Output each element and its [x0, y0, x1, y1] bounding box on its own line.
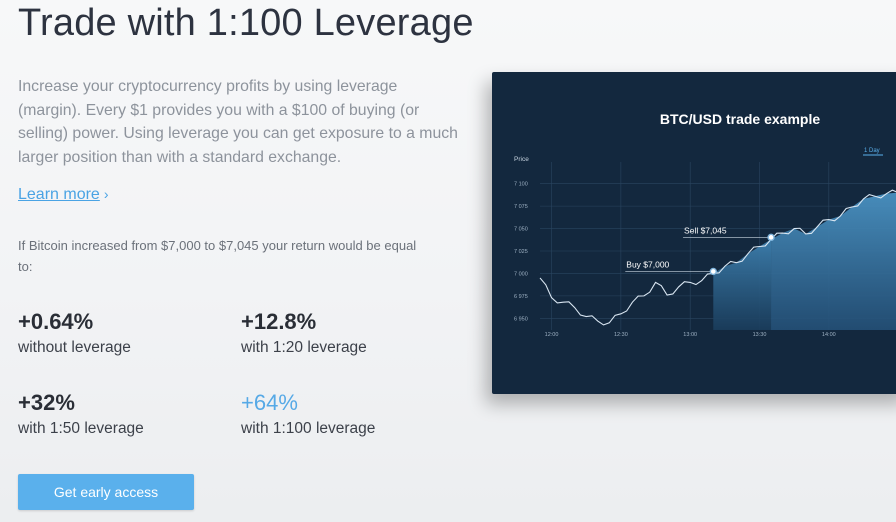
stat-value: +0.64%: [18, 309, 94, 334]
stat-without-leverage: +0.64% without leverage: [18, 309, 131, 359]
stat-label: with 1:100 leverage: [241, 420, 376, 437]
stat-value: +12.8%: [241, 309, 317, 334]
chevron-right-icon: ›: [103, 186, 109, 202]
post-trade-area-fill: [771, 192, 896, 330]
buy-annotation: Buy $7,000: [626, 259, 669, 269]
stat-label: without leverage: [18, 339, 131, 356]
y-tick-label: 7 075: [514, 204, 528, 210]
x-tick-label: 14:00: [822, 332, 836, 338]
sell-point: [767, 233, 775, 242]
x-tick-label: 12:00: [545, 332, 559, 338]
stat-value: +64%: [241, 390, 298, 415]
y-tick-label: 6 975: [514, 294, 528, 300]
range-tab-1-day: 1 Day: [864, 148, 880, 154]
x-tick-label: 12:30: [614, 332, 628, 338]
chart-title: BTC/USD trade example: [660, 111, 820, 127]
learn-more-label: Learn more: [18, 186, 100, 203]
y-axis-label: Price: [514, 156, 529, 163]
y-tick-label: 6 950: [514, 316, 528, 322]
y-tick-label: 7 025: [514, 249, 528, 255]
sell-annotation: Sell $7,045: [684, 225, 727, 235]
x-tick-label: 13:30: [753, 332, 767, 338]
y-tick-label: 7 100: [514, 182, 528, 188]
stat-1-100-leverage: +64% with 1:100 leverage: [241, 390, 375, 440]
trade-area-fill: [713, 239, 772, 330]
intro-paragraph: Increase your cryptocurrency profits by …: [18, 78, 458, 166]
learn-more-link[interactable]: Learn more ›: [18, 186, 109, 204]
example-text: If Bitcoin increased from $7,000 to $7,0…: [18, 238, 417, 274]
stat-label: with 1:20 leverage: [241, 339, 367, 356]
x-tick-label: 13:00: [683, 332, 697, 338]
y-tick-label: 7 050: [514, 227, 528, 233]
y-tick-label: 7 000: [514, 271, 528, 277]
page-headline: Trade with 1:100 Leverage: [18, 2, 474, 44]
stat-value: +32%: [18, 390, 75, 415]
stat-1-20-leverage: +12.8% with 1:20 leverage: [241, 309, 367, 359]
price-line: [539, 189, 896, 326]
stat-1-50-leverage: +32% with 1:50 leverage: [18, 390, 144, 440]
buy-point: [709, 267, 717, 276]
btc-usd-chart: BTC/USD trade example Price 1 Day 7 100 7 07…: [514, 111, 896, 338]
get-early-access-button[interactable]: Get early access: [18, 474, 194, 510]
btc-usd-chart-card: BTC/USD trade example Price 1 Day 7 100 7 07…: [492, 72, 896, 394]
stat-label: with 1:50 leverage: [18, 420, 144, 437]
